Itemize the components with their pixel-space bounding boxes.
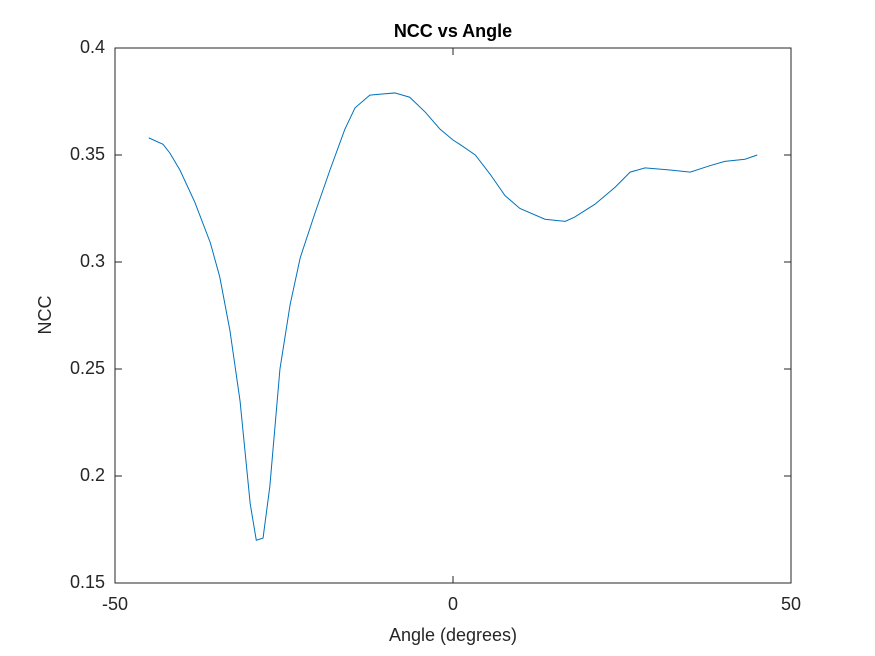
x-tick-label: 0 (448, 594, 458, 614)
y-tick-label: 0.25 (70, 358, 105, 378)
y-tick-label: 0.15 (70, 572, 105, 592)
x-axis-label: Angle (degrees) (389, 625, 517, 645)
chart-title: NCC vs Angle (394, 21, 512, 41)
y-axis-label: NCC (35, 296, 55, 335)
x-tick-label: 50 (781, 594, 801, 614)
y-tick-label: 0.3 (80, 251, 105, 271)
axes-box (114, 47, 792, 584)
y-tick-label: 0.2 (80, 465, 105, 485)
data-line (148, 92, 758, 541)
x-tick-label: -50 (102, 594, 128, 614)
y-tick-label: 0.35 (70, 144, 105, 164)
y-tick-label: 0.4 (80, 37, 105, 57)
